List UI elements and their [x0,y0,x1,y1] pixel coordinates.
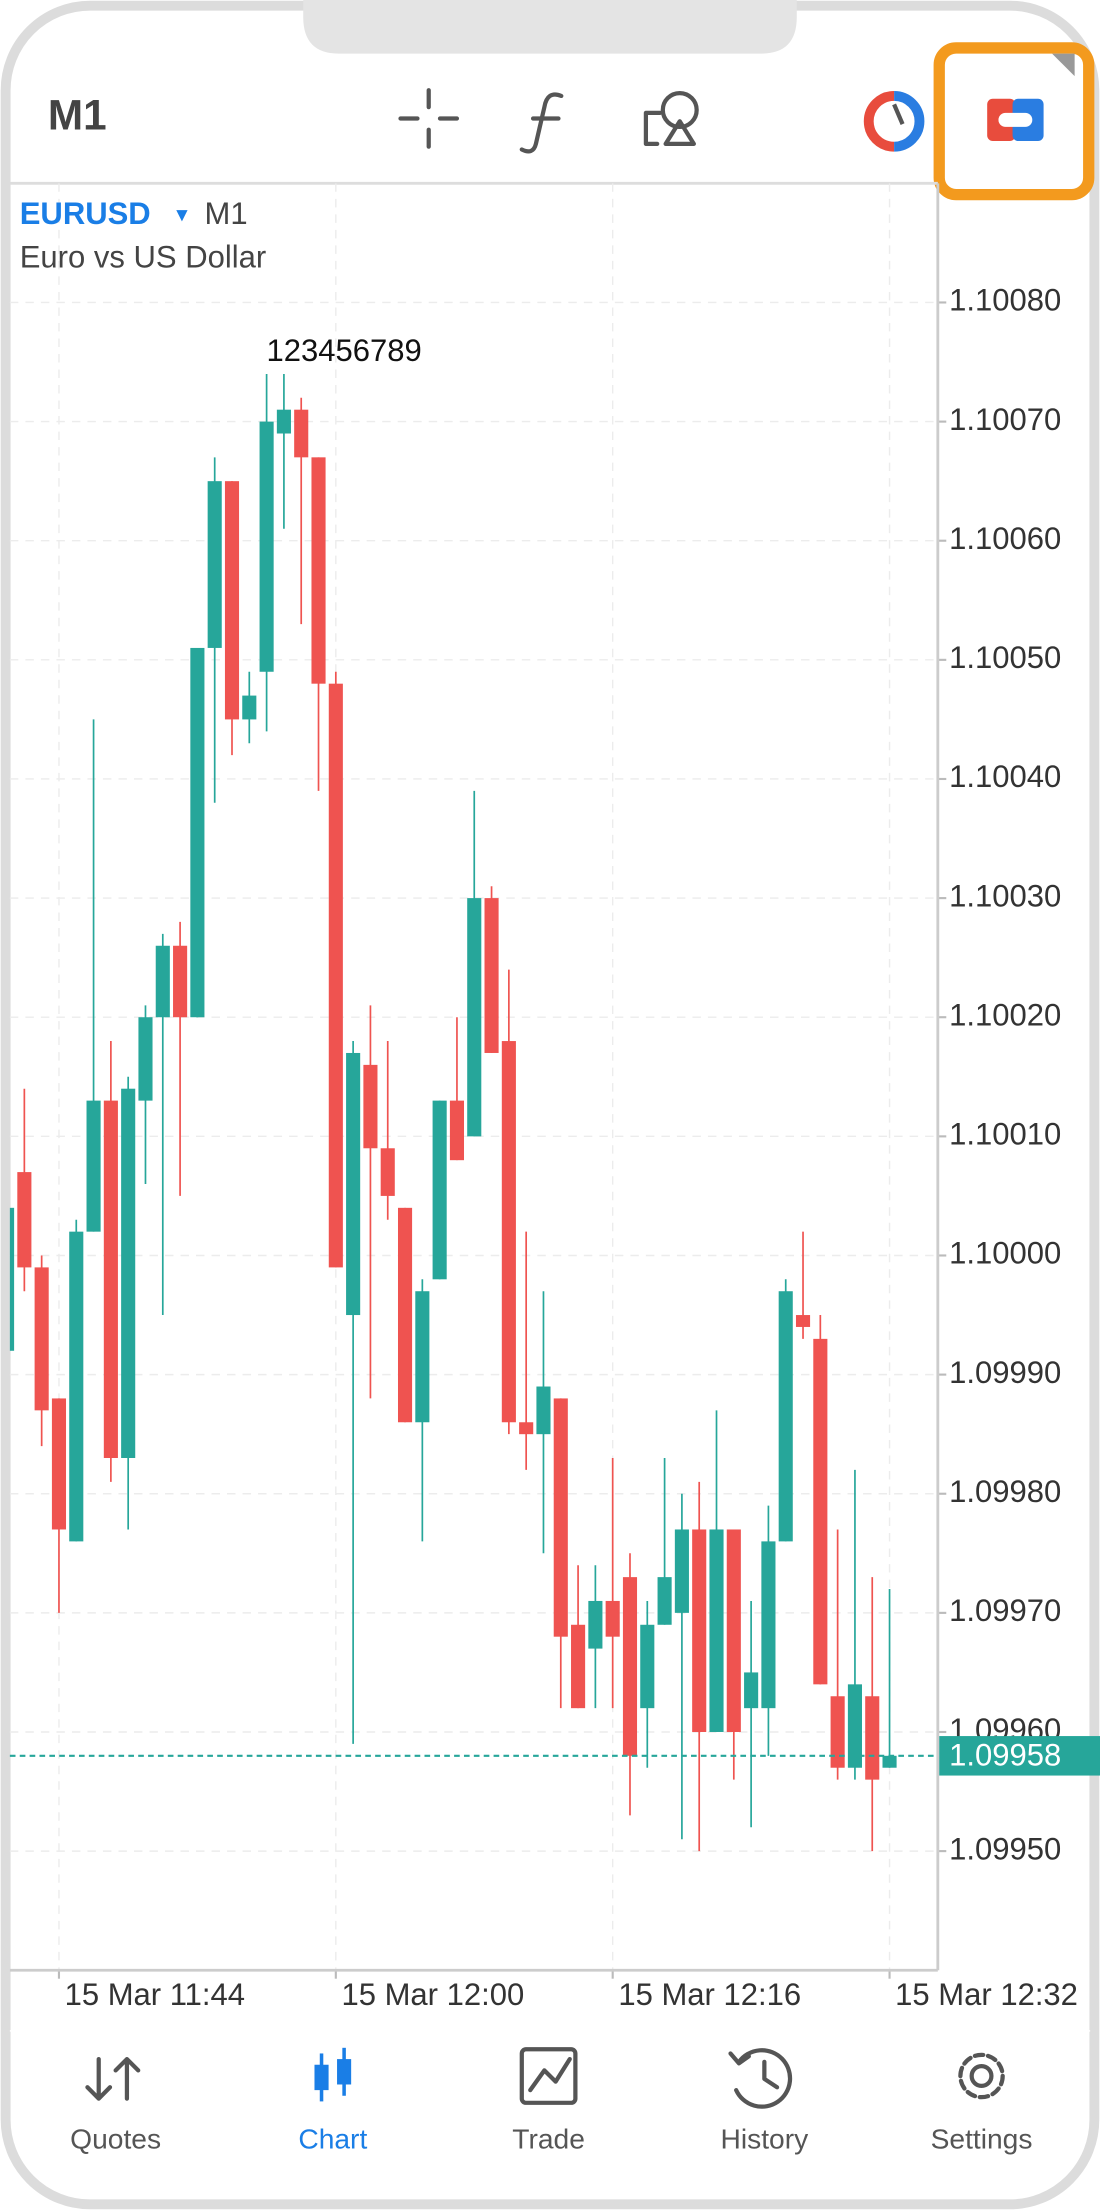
candle-body [847,1684,862,1768]
tab-quotes[interactable]: Quotes [70,2056,161,2154]
candle-body [86,1100,101,1232]
candle-body [155,945,170,1018]
x-tick-label: 15 Mar 12:16 [618,1977,801,2012]
candle-body [726,1529,741,1732]
candle-body [467,898,482,1137]
candle-body [69,1231,84,1542]
candle-body [432,1100,447,1280]
tab-label[interactable]: Chart [298,2122,367,2154]
symbol-dropdown[interactable] [176,210,188,222]
y-tick-label: 1.10080 [949,283,1061,318]
y-tick-label: 1.10070 [949,402,1061,437]
candle-body [121,1088,136,1458]
x-tick-label: 15 Mar 12:32 [895,1977,1078,2012]
y-tick-label: 1.09980 [949,1474,1061,1509]
candle-body [224,481,240,720]
candle-body [709,1529,724,1732]
y-tick-label: 1.09970 [949,1593,1061,1628]
candle-body [622,1577,638,1756]
last-price-label: 1.09958 [949,1737,1061,1772]
objects-icon[interactable] [643,90,699,146]
candle-body [415,1291,430,1423]
candle-body [138,1017,153,1101]
indicators-icon[interactable] [519,92,564,154]
candle-body [103,1100,118,1458]
candle-body [173,945,188,1018]
candle-body [519,1422,534,1435]
y-tick-label: 1.10050 [949,640,1061,675]
candle-body [865,1696,880,1780]
y-tick-label: 1.10030 [949,878,1061,913]
y-tick-label: 1.09990 [949,1355,1061,1390]
candle-body [553,1398,568,1637]
x-tick-label: 15 Mar 11:44 [65,1977,245,2012]
chart: 1.099501.099601.099701.099801.099901.100… [9,183,1100,2012]
y-tick-label: 1.10020 [949,997,1061,1032]
y-tick-label: 1.10010 [949,1117,1061,1152]
y-tick-label: 1.09950 [949,1831,1061,1866]
tab-label[interactable]: Quotes [70,2122,161,2154]
tab-chart[interactable]: Chart [298,2047,367,2155]
one-click-icon[interactable] [863,90,925,152]
trade-button[interactable] [987,98,1044,142]
symbol-timeframe: M1 [204,196,247,231]
candle-body [588,1600,603,1649]
candle-body [397,1207,413,1423]
symbol-description: Euro vs US Dollar [20,240,266,275]
candle-body [17,1172,32,1268]
candle-body [484,898,499,1053]
candle-body [346,1052,361,1316]
candle-body [311,457,326,684]
candle-body [9,1207,15,1351]
candle-body [640,1624,655,1709]
candle-body [571,1624,586,1709]
candle-body [744,1672,759,1709]
candle-body [363,1064,378,1149]
candle-body [536,1386,551,1435]
candle-body [294,409,309,458]
candle-body [380,1148,395,1196]
candle-body [190,647,205,1018]
notch [303,0,797,54]
x-tick-label: 15 Mar 12:00 [341,1977,524,2012]
tab-label[interactable]: Settings [931,2122,1033,2154]
tab-label[interactable]: History [721,2122,810,2154]
y-tick-label: 1.10000 [949,1236,1061,1271]
candle-body [795,1315,811,1327]
candle-body [328,683,343,1268]
candle-body [882,1755,897,1768]
tab-history[interactable]: History [721,2048,810,2154]
timeframe-button[interactable]: M1 [48,92,107,139]
candle-body [242,695,257,720]
candle-body [692,1529,707,1732]
candle-body [674,1529,689,1613]
tab-label[interactable]: Trade [512,2122,585,2154]
candle-body [830,1696,845,1768]
candle-body [449,1100,465,1161]
candle-body [34,1267,49,1411]
tab-settings[interactable]: Settings [931,2052,1033,2154]
candle-body [657,1577,672,1625]
candle-body [778,1291,793,1542]
candle-body [51,1398,67,1530]
candle-body [761,1541,776,1709]
chart-annotation: 123456789 [267,333,422,368]
candle-body [813,1338,828,1685]
tab-trade[interactable]: Trade [512,2047,585,2154]
candle-body [259,421,274,672]
candle-body [501,1041,516,1423]
candle-body [207,481,222,648]
last-price-box [939,1736,1100,1776]
candle-body [605,1600,620,1637]
y-tick-label: 1.10060 [949,521,1061,556]
crosshair-icon[interactable] [398,88,460,149]
candle-body [276,409,291,434]
highlight-box [933,42,1095,201]
plot-area [9,373,897,1852]
symbol[interactable]: EURUSD [20,196,151,231]
y-tick-label: 1.10040 [949,759,1061,794]
